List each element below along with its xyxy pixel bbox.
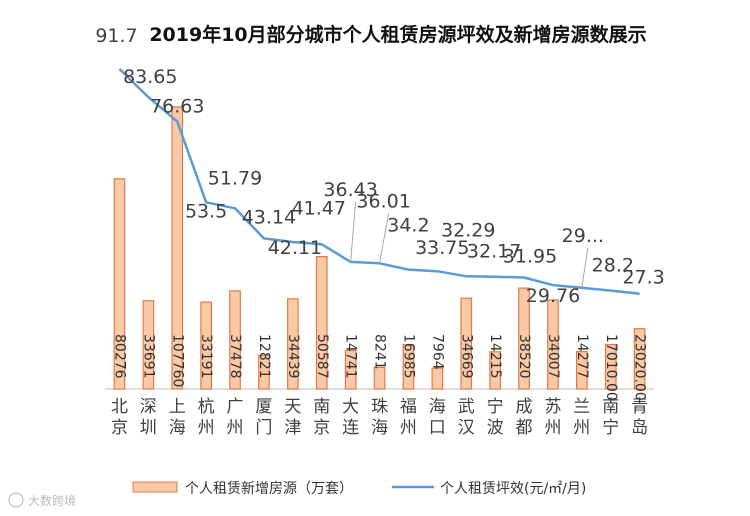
watermark-text: 大数跨境: [28, 493, 76, 508]
category-label-苏州: 苏州: [545, 397, 562, 438]
line-value-label-海口: 33.75: [415, 237, 469, 259]
watermark: 大数跨境: [8, 492, 76, 508]
legend: 个人租赁新增房源（万套） 个人租赁坪效(元/㎡/月): [132, 481, 586, 497]
bar-珠海: [373, 366, 386, 390]
line-value-label-上海: 76.63: [150, 96, 204, 118]
line-value-label-南宁: 28.2: [592, 255, 634, 277]
bar-value-label-宁波: 14215: [487, 334, 503, 379]
category-label-成都: 成都: [516, 397, 533, 438]
bar-上海: [171, 106, 184, 390]
bar-广州: [229, 290, 241, 390]
legend-bar-swatch: [132, 481, 178, 493]
category-label-南京: 南京: [313, 397, 330, 438]
line-value-label-北京: 91.7: [95, 25, 137, 47]
bar-value-label-深圳: 33691: [140, 334, 156, 379]
category-label-海口: 海口: [429, 397, 446, 438]
bar-value-label-杭州: 33191: [198, 334, 214, 379]
bar-value-label-厦门: 12821: [256, 334, 272, 379]
chart-title: 2019年10月部分城市个人租赁房源坪效及新增房源数展示: [149, 23, 646, 46]
line-value-label-青岛: 27.3: [622, 267, 664, 289]
line-value-label-苏州: 29.76: [526, 285, 580, 307]
category-label-厦门: 厦门: [255, 397, 272, 438]
category-label-兰州: 兰州: [573, 397, 590, 438]
leader-layer: [350, 201, 589, 288]
bar-杭州: [200, 301, 212, 390]
line-value-label-杭州: 53.5: [185, 200, 227, 222]
bar-value-label-南宁: 17010.00: [603, 334, 619, 401]
line-value-label-福州: 34.2: [387, 215, 429, 237]
bar-海口: [431, 367, 444, 390]
line-label-layer: 91.783.6576.6353.551.7943.1442.1141.4736…: [95, 25, 664, 307]
line-value-label-深圳: 83.65: [123, 66, 177, 88]
bar-北京: [113, 178, 126, 390]
line-value-label-宁波: 32.17: [467, 241, 521, 263]
bar-value-label-福州: 16985: [400, 334, 416, 379]
line-value-label-成都: 31.95: [503, 246, 557, 268]
bar-深圳: [142, 300, 155, 390]
legend-line-label: 个人租赁坪效(元/㎡/月): [440, 481, 586, 497]
bar-value-label-青岛: 23020.00: [632, 334, 648, 401]
bar-南宁: [604, 343, 617, 390]
category-label-福州: 福州: [400, 397, 417, 438]
category-label-广州: 广州: [227, 397, 244, 438]
bar-宁波: [489, 351, 501, 390]
bar-武汉: [460, 297, 473, 390]
bar-label-layer: 80276 33691 107760 33191 37478 12821 34439 5058…: [112, 334, 648, 401]
line-value-label-珠海: 36.01: [356, 190, 410, 212]
bar-大连: [344, 349, 357, 390]
line-value-label-武汉: 32.29: [441, 219, 495, 241]
bar-南京: [315, 256, 328, 390]
category-label-青岛: 青岛: [631, 397, 648, 438]
legend-bar-label: 个人租赁新增房源（万套）: [185, 481, 353, 497]
category-label-天津: 天津: [284, 397, 301, 438]
bar-value-label-苏州: 34007: [545, 334, 561, 379]
bar-value-label-海口: 7964: [429, 334, 445, 370]
bar-value-label-大连: 14741: [343, 334, 359, 379]
category-label-深圳: 深圳: [140, 397, 157, 438]
bar-value-label-珠海: 8241: [372, 334, 388, 370]
bar-value-label-上海: 107760: [169, 334, 185, 387]
bar-value-label-南京: 50587: [314, 334, 330, 379]
category-label-武汉: 武汉: [458, 397, 475, 438]
watermark-logo-icon: [8, 492, 24, 508]
category-label-杭州: 杭州: [198, 397, 215, 438]
bar-value-label-武汉: 34669: [458, 334, 474, 379]
line-value-label-兰州: 29...: [562, 225, 604, 247]
category-label-北京: 北京: [111, 397, 128, 438]
category-label-宁波: 宁波: [487, 397, 504, 438]
line-value-label-厦门: 43.14: [242, 206, 296, 228]
bar-value-label-天津: 34439: [285, 334, 301, 379]
category-label-上海: 上海: [169, 397, 186, 438]
bar-福州: [402, 343, 415, 390]
bar-天津: [287, 298, 299, 390]
bar-value-label-兰州: 14277: [574, 334, 590, 379]
line-value-label-广州: 51.79: [208, 167, 262, 189]
bar-成都: [518, 287, 530, 390]
bar-value-label-成都: 38520: [516, 334, 532, 379]
line-value-label-大连: 36.43: [323, 179, 377, 201]
leader-line-兰州: [581, 247, 589, 288]
category-label-南宁: 南宁: [602, 397, 619, 438]
leader-line-大连: [350, 201, 357, 262]
line-value-label-南京: 41.47: [292, 197, 346, 219]
category-label-大连: 大连: [342, 397, 359, 438]
line-value-label-天津: 42.11: [268, 237, 322, 259]
bar-厦门: [258, 354, 270, 390]
bar-兰州: [575, 351, 588, 390]
bar-苏州: [547, 299, 559, 390]
bar-value-label-北京: 80276: [112, 334, 128, 379]
bar-layer: [113, 106, 646, 390]
bar-青岛: [633, 328, 646, 390]
leader-line-珠海: [379, 213, 390, 264]
category-label-珠海: 珠海: [371, 397, 388, 438]
bar-value-label-广州: 37478: [227, 334, 243, 379]
